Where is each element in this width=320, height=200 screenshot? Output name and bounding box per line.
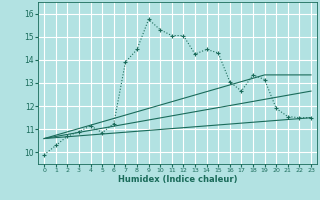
X-axis label: Humidex (Indice chaleur): Humidex (Indice chaleur): [118, 175, 237, 184]
